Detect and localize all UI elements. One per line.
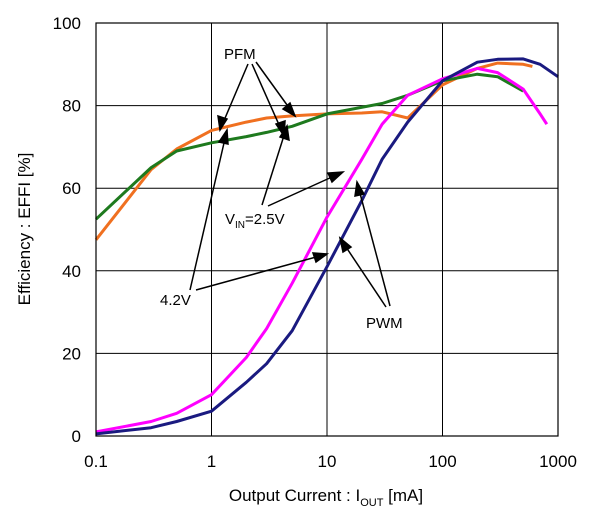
x-tick-label-3: 100: [428, 452, 456, 471]
y-axis-title: Efficiency : EFFI [%]: [15, 153, 34, 306]
annotation-vin: VIN=2.5V: [225, 211, 285, 231]
annotation-arrows: [189, 61, 391, 308]
arrow-42-2: [195, 253, 328, 291]
arrowhead-42-1: [217, 127, 229, 145]
arrowhead-pwm-2: [354, 179, 366, 197]
annotation-pwm: PWM: [366, 315, 403, 332]
arrowhead-pwm-1: [338, 236, 353, 254]
x-axis-title-tail: [mA]: [383, 486, 423, 505]
arrowhead-42-2: [311, 252, 330, 264]
series-line-0: [94, 61, 533, 241]
y-tick-label-1: 20: [62, 344, 81, 363]
x-tick-label-2: 10: [318, 452, 337, 471]
arrowhead-pfm-3: [281, 101, 297, 118]
x-tick-label-4: 1000: [539, 452, 577, 471]
x-axis-title: Output Current : IOUT [mA]: [229, 486, 423, 508]
plot-frame: [95, 22, 559, 437]
y-tick-label-2: 40: [62, 262, 81, 281]
arrowhead-pfm-1: [217, 114, 229, 133]
y-tick-labels: 0 20 40 60 80 100: [53, 14, 81, 446]
x-axis-title-main: Output Current : I: [229, 486, 360, 505]
arrow-pwm-2: [356, 181, 391, 307]
y-tick-label-0: 0: [72, 427, 81, 446]
x-axis-title-sub: OUT: [360, 497, 384, 508]
annotation-pfm: PFM: [224, 46, 256, 63]
grid-lines: [96, 23, 558, 436]
y-tick-label-4: 80: [62, 97, 81, 116]
arrow-vin-1: [261, 125, 288, 206]
series-line-1: [94, 72, 524, 221]
annotation-4-2v: 4.2V: [160, 292, 191, 309]
y-tick-label-3: 60: [62, 179, 81, 198]
x-tick-labels: 0.1 1 10 100 1000: [84, 452, 577, 471]
x-tick-label-0: 0.1: [84, 452, 108, 471]
annotation-vin-sub: IN: [235, 220, 245, 231]
annotation-vin-tail: =2.5V: [245, 211, 285, 228]
arrowhead-vin-2: [326, 171, 346, 184]
series-line-2: [95, 66, 549, 434]
y-tick-label-5: 100: [53, 14, 81, 33]
x-tick-label-1: 1: [207, 452, 216, 471]
annotation-vin-main: V: [225, 211, 235, 228]
arrowhead-vin-1: [278, 123, 290, 142]
arrow-42-1: [189, 129, 228, 291]
